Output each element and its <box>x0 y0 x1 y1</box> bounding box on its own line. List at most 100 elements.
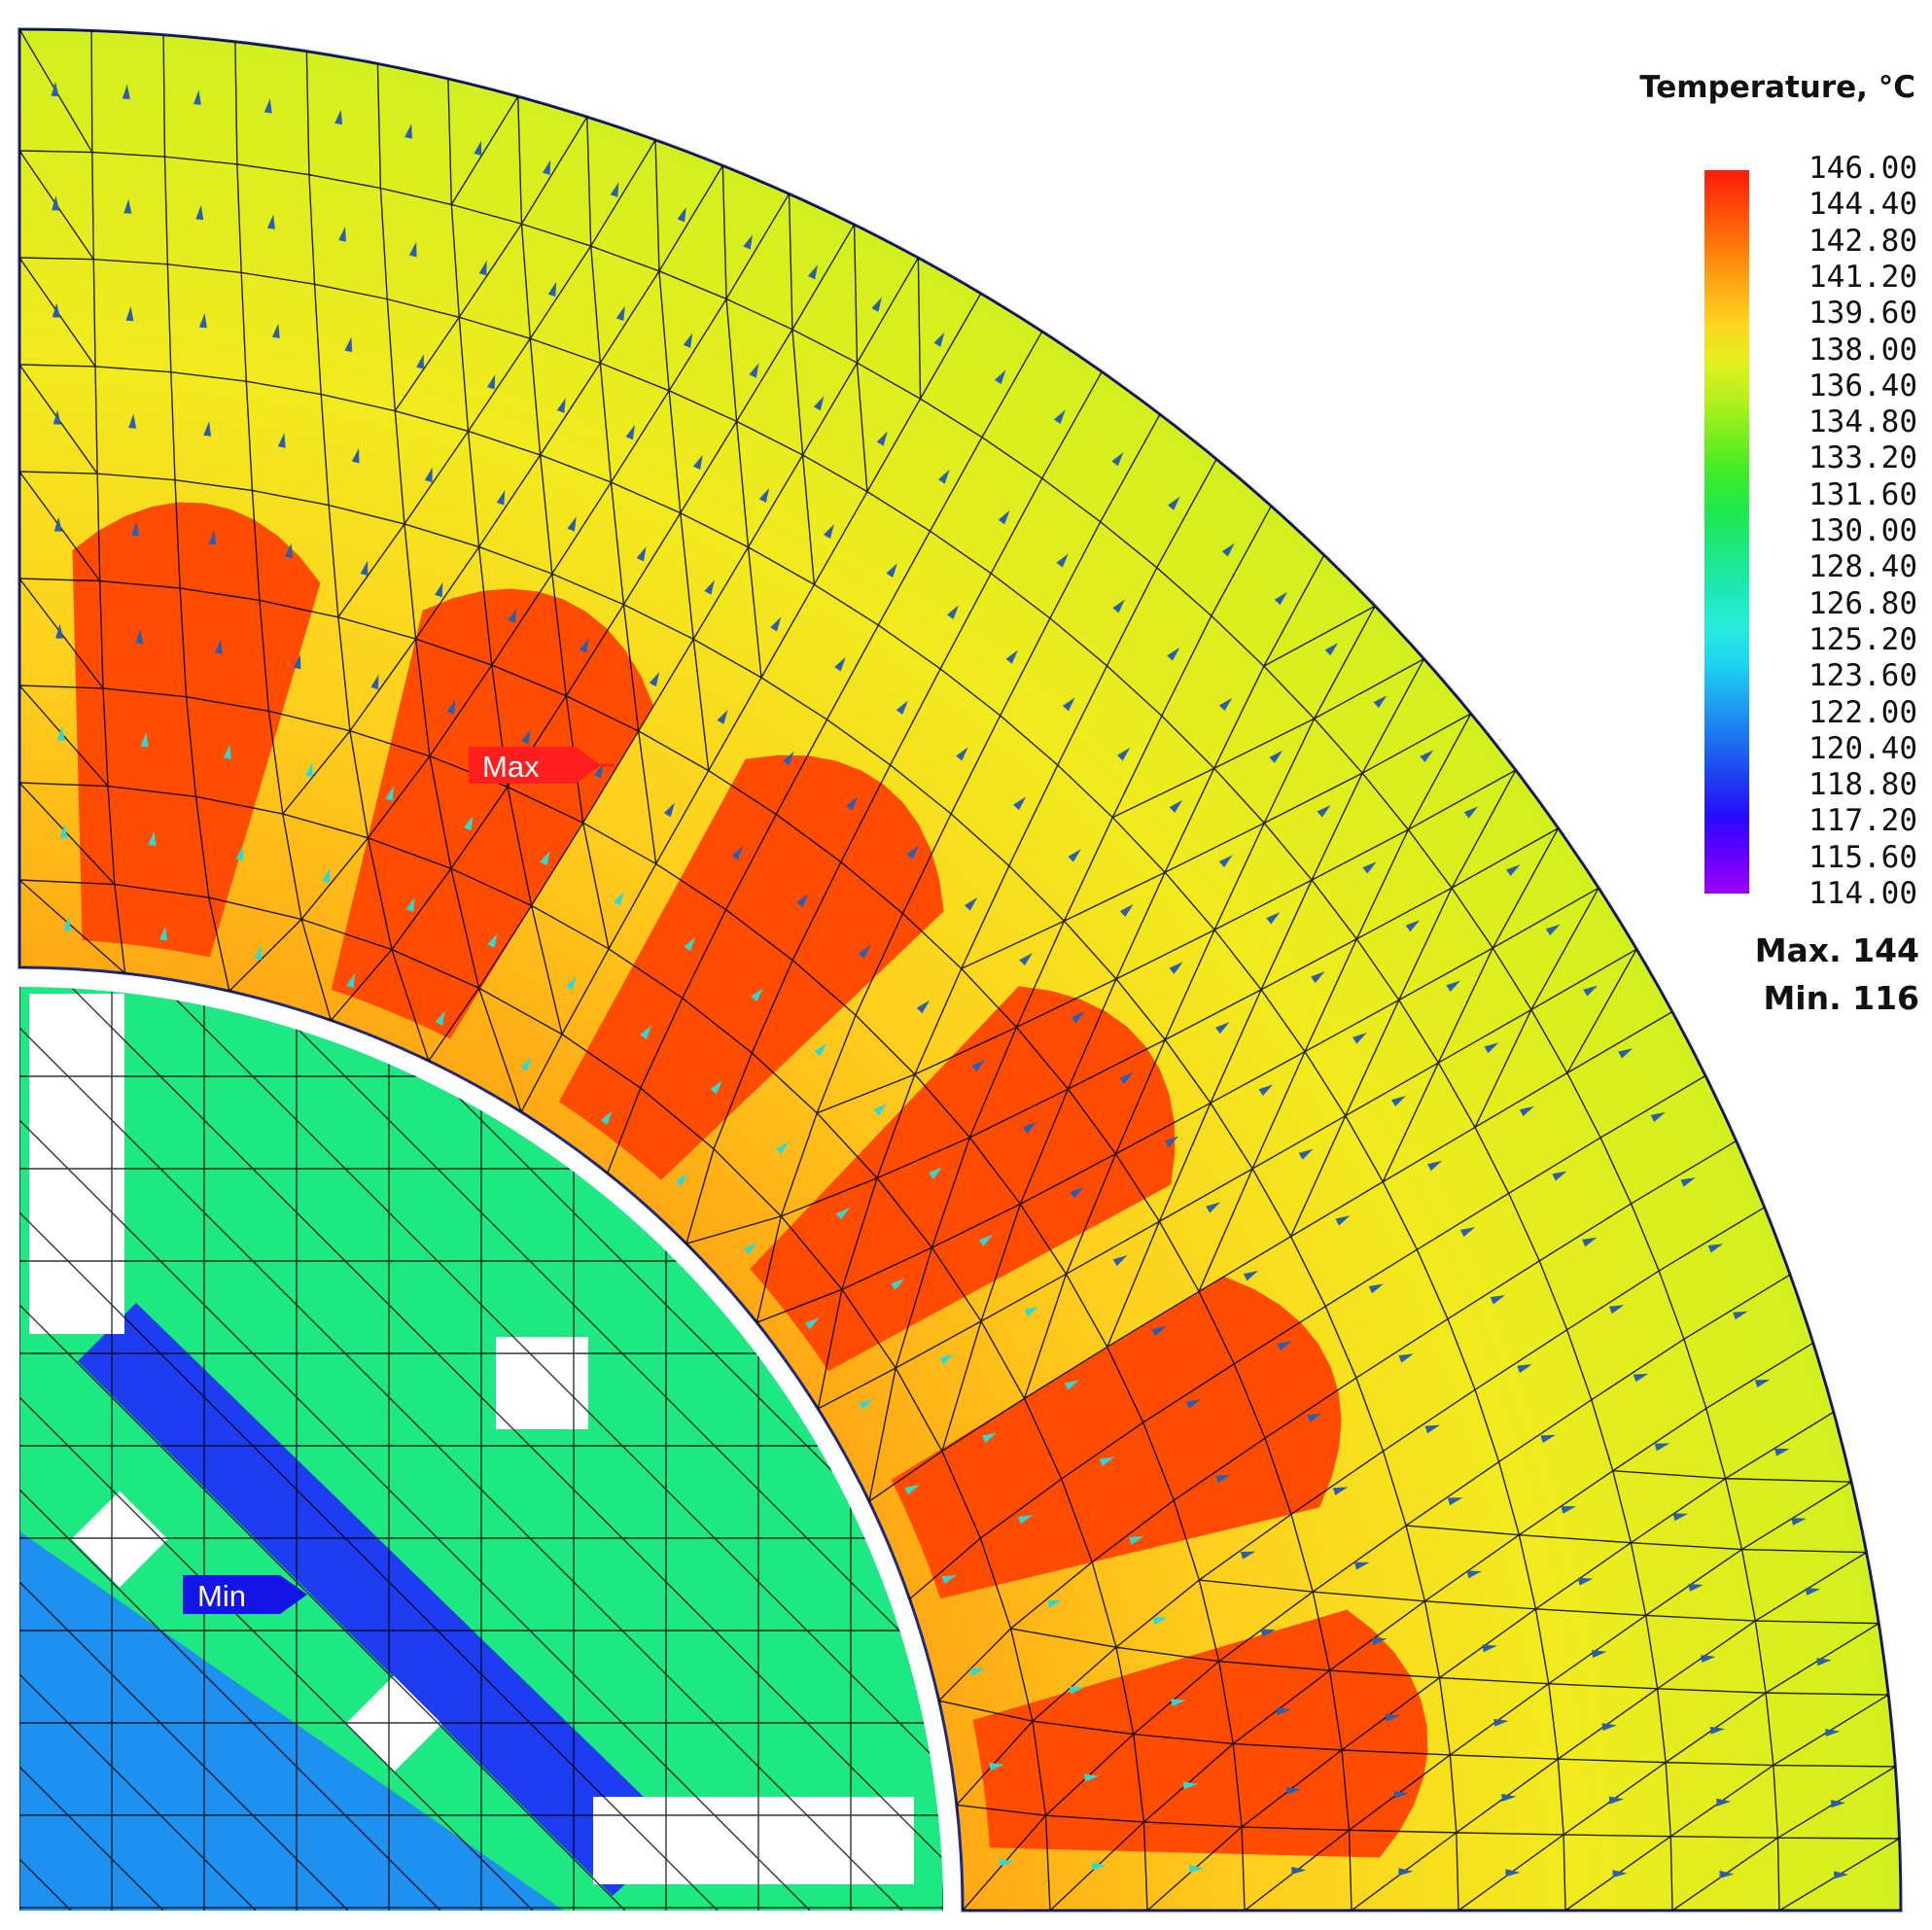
flux-arrow <box>978 1234 994 1246</box>
flux-arrow <box>1608 1796 1625 1805</box>
min-marker: Min <box>183 1575 307 1614</box>
flux-arrow <box>1018 1515 1034 1525</box>
flux-arrow <box>424 467 433 483</box>
flux-arrow <box>813 396 825 411</box>
flux-arrow <box>1119 903 1134 917</box>
flux-arrow <box>1169 962 1183 974</box>
flux-arrow <box>159 926 168 941</box>
flux-arrow <box>775 1140 790 1155</box>
flux-arrow <box>1071 1010 1085 1024</box>
flux-arrow <box>904 1485 920 1495</box>
flux-arrow <box>416 354 424 369</box>
winding-slot <box>750 986 1176 1372</box>
flux-arrow <box>1371 1637 1388 1646</box>
colorbar-tick-label: 142.80 <box>1809 223 1917 259</box>
flux-arrow <box>938 469 950 484</box>
flux-arrow <box>1112 599 1126 614</box>
flux-arrow <box>1111 451 1124 467</box>
colorbar-tick-label: 146.00 <box>1809 151 1917 186</box>
flux-arrow <box>1591 1650 1607 1659</box>
winding-slot <box>331 588 654 1039</box>
flux-arrow <box>896 700 908 715</box>
flux-arrow <box>53 409 61 425</box>
flux-arrow <box>610 182 619 197</box>
flux-arrow <box>956 747 968 761</box>
flux-arrow <box>360 560 369 576</box>
flux-arrow <box>1171 1699 1186 1707</box>
flux-arrow <box>873 1103 888 1116</box>
flux-arrow <box>649 671 660 687</box>
flux-arrow <box>55 623 64 639</box>
flux-arrow <box>1352 1033 1367 1044</box>
flux-arrow <box>1068 849 1081 862</box>
flux-arrow <box>408 241 417 258</box>
flux-arrow <box>1391 1096 1406 1107</box>
flux-arrow <box>876 431 888 446</box>
flux-arrow <box>322 867 331 884</box>
flux-arrow <box>906 845 920 860</box>
flux-arrow <box>1791 1518 1807 1526</box>
min-marker-label: Min <box>197 1579 246 1613</box>
flux-arrow <box>964 896 978 911</box>
flux-arrow <box>579 638 589 653</box>
flux-arrow <box>464 815 474 831</box>
colorbar-tick-label: 128.40 <box>1809 549 1917 585</box>
colorbar-tick-label: 144.40 <box>1809 187 1917 223</box>
flux-arrow <box>1064 1380 1080 1390</box>
flux-arrow <box>1545 924 1561 936</box>
colorbar-tick-label: 130.00 <box>1809 513 1917 548</box>
flux-arrow <box>994 369 1006 385</box>
flux-arrow <box>783 751 794 766</box>
flux-arrow <box>346 972 355 989</box>
flux-arrow <box>1206 1202 1221 1213</box>
flux-arrow <box>405 896 415 912</box>
flux-arrow <box>1053 409 1066 425</box>
flux-arrow <box>1019 952 1034 966</box>
flux-arrow <box>334 109 343 125</box>
flux-arrow <box>1182 1781 1199 1790</box>
flux-arrow <box>1354 1562 1370 1570</box>
flux-arrow <box>1005 649 1018 664</box>
flux-arrow <box>52 195 60 211</box>
flux-arrow <box>385 786 394 801</box>
colorbar-tick-label: 139.60 <box>1809 296 1917 332</box>
flux-arrow <box>1099 1456 1115 1466</box>
flux-arrow <box>1612 1870 1628 1878</box>
flux-arrow <box>122 84 130 99</box>
flux-arrow <box>1164 1136 1179 1147</box>
flux-arrow <box>805 1317 820 1330</box>
flux-arrow <box>1218 855 1233 868</box>
flux-arrow <box>1719 1870 1735 1878</box>
flux-arrow <box>1733 1311 1748 1320</box>
flux-arrow <box>277 433 286 448</box>
flux-arrow <box>1152 1617 1169 1626</box>
flux-arrow <box>140 731 149 748</box>
colorbar-tick-label: 120.40 <box>1809 730 1917 766</box>
flux-arrow <box>1463 806 1479 819</box>
flux-arrow <box>1335 1215 1351 1226</box>
flux-arrow <box>675 1173 688 1187</box>
winding-slot <box>891 1276 1342 1599</box>
flux-arrow <box>684 936 696 952</box>
flux-arrow <box>1680 1176 1696 1187</box>
flux-arrow <box>1024 1305 1039 1317</box>
flux-arrow <box>63 916 72 931</box>
flux-arrow <box>1189 1865 1205 1874</box>
flux-arrow <box>1362 861 1377 874</box>
min-value: Min. 116 <box>1763 979 1919 1017</box>
flux-arrow <box>1119 1071 1134 1084</box>
flux-arrow <box>1291 1866 1307 1875</box>
flux-arrow <box>1112 1255 1128 1267</box>
flux-arrow <box>1501 1793 1517 1802</box>
flux-arrow <box>1774 1448 1790 1456</box>
flux-arrow <box>692 454 703 471</box>
colorbar-tick-label: 117.20 <box>1809 803 1917 839</box>
colorbar-tick-label: 125.20 <box>1809 621 1917 657</box>
flux-arrow <box>835 1207 850 1220</box>
flux-arrow <box>1070 1186 1085 1199</box>
flux-arrow <box>123 198 132 214</box>
flux-arrow <box>846 796 859 811</box>
colorbar-tick-label: 133.20 <box>1809 440 1917 476</box>
flux-arrow <box>125 305 134 322</box>
